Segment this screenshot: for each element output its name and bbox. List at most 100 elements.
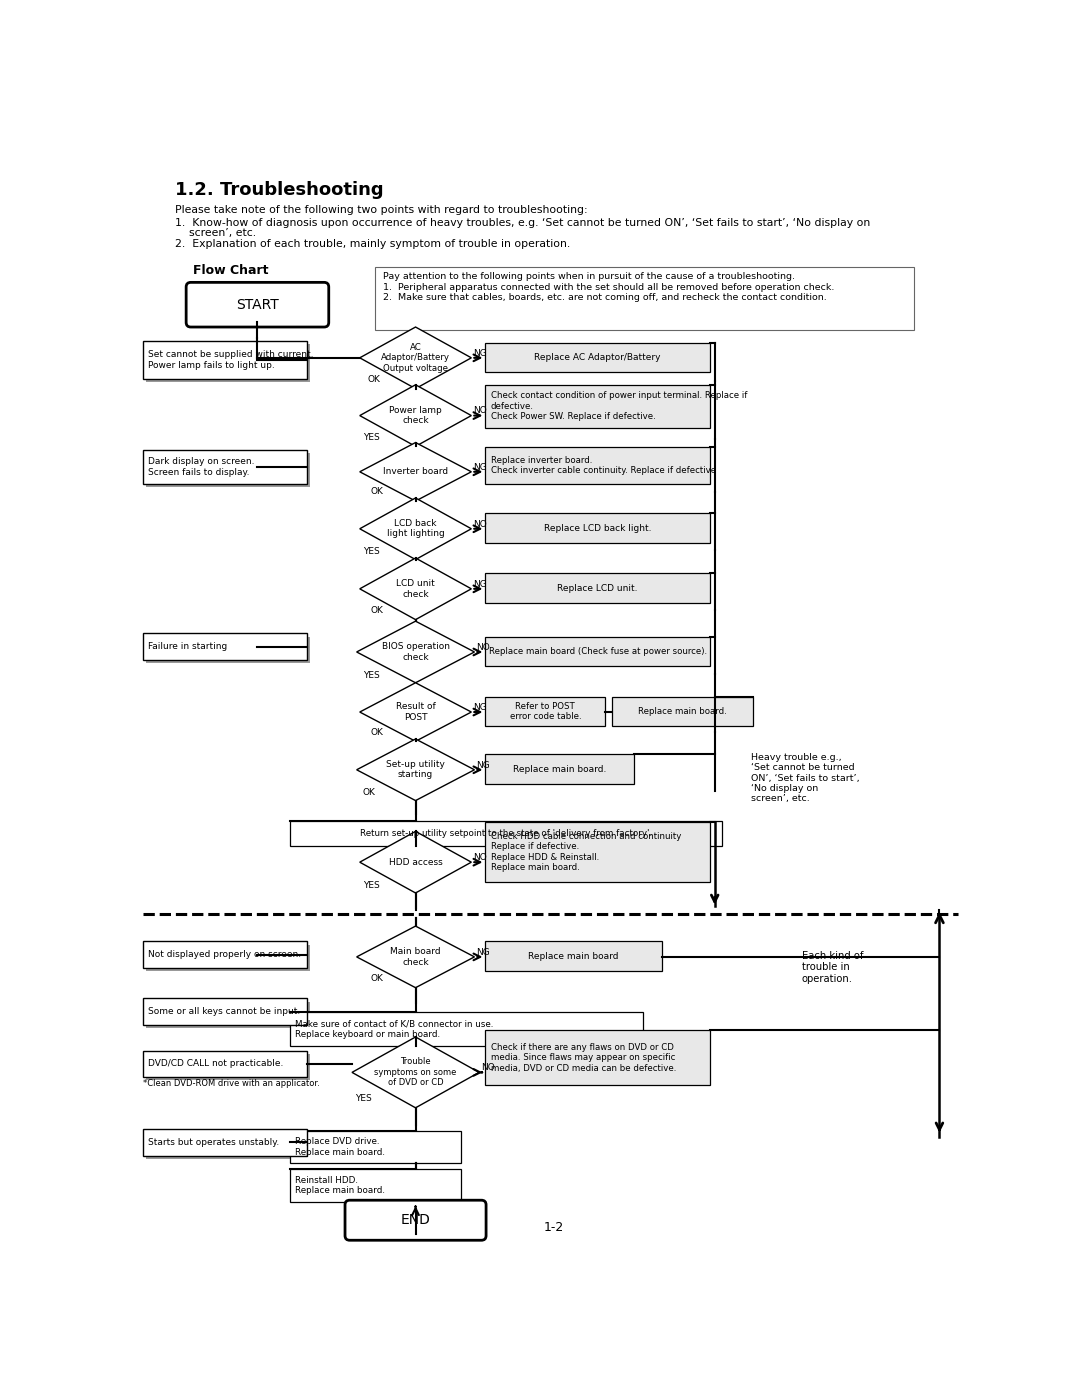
Text: Set-up utility
starting: Set-up utility starting [387, 760, 445, 780]
Bar [485, 573, 710, 602]
Bar [146, 944, 310, 971]
Text: NG: NG [476, 760, 489, 770]
Text: *Clean DVD-ROM drive with an applicator.: *Clean DVD-ROM drive with an applicator. [143, 1078, 320, 1087]
Bar [485, 823, 710, 882]
Text: YES: YES [363, 880, 379, 890]
Text: AC
Adaptor/Battery
Output voltage: AC Adaptor/Battery Output voltage [381, 342, 450, 373]
Text: START: START [237, 298, 279, 312]
Text: Failure in starting: Failure in starting [148, 643, 228, 651]
Text: Replace main board: Replace main board [528, 951, 619, 961]
Text: Reinstall HDD.
Replace main board.: Reinstall HDD. Replace main board. [296, 1176, 386, 1196]
Polygon shape [360, 683, 471, 742]
Bar [291, 821, 723, 847]
FancyBboxPatch shape [345, 1200, 486, 1241]
Text: YES: YES [363, 671, 379, 679]
Text: Replace LCD unit.: Replace LCD unit. [557, 584, 638, 592]
Bar [143, 450, 307, 485]
Text: OK: OK [370, 974, 383, 983]
Bar [485, 447, 710, 485]
Bar [485, 754, 634, 784]
Text: NG: NG [473, 462, 487, 472]
Text: Flow Chart: Flow Chart [193, 264, 269, 277]
Bar [485, 1030, 710, 1085]
Text: OK: OK [367, 374, 380, 384]
Text: HDD access: HDD access [389, 858, 443, 866]
Bar [143, 341, 307, 380]
Text: OK: OK [370, 728, 383, 736]
Text: 1-2: 1-2 [543, 1221, 564, 1234]
Text: Check contact condition of power input terminal. Replace if
defective.
Check Pow: Check contact condition of power input t… [490, 391, 747, 422]
Text: BIOS operation
check: BIOS operation check [381, 643, 449, 662]
Bar [485, 384, 710, 427]
Text: NO: NO [473, 520, 487, 528]
Text: Result of
POST: Result of POST [395, 703, 435, 722]
Bar [485, 697, 606, 726]
Text: NO: NO [473, 854, 487, 862]
Text: Replace DVD drive.
Replace main board.: Replace DVD drive. Replace main board. [296, 1137, 386, 1157]
Text: Trouble
symptoms on some
of DVD or CD: Trouble symptoms on some of DVD or CD [375, 1058, 457, 1087]
Bar [485, 942, 662, 971]
Bar [291, 1013, 643, 1046]
Bar [146, 1002, 310, 1028]
FancyBboxPatch shape [186, 282, 328, 327]
Text: Replace main board.: Replace main board. [513, 764, 606, 774]
Bar [611, 697, 753, 726]
Text: 1.2. Troubleshooting: 1.2. Troubleshooting [175, 180, 383, 198]
Bar [485, 344, 710, 373]
Text: Please take note of the following two points with regard to troubleshooting:: Please take note of the following two po… [175, 205, 588, 215]
Bar [146, 1133, 310, 1158]
Polygon shape [360, 327, 471, 388]
Text: LCD unit
check: LCD unit check [396, 580, 435, 598]
Bar [143, 942, 307, 968]
Bar [146, 1053, 310, 1080]
Text: YES: YES [363, 548, 379, 556]
Text: Dark display on screen.
Screen fails to display.: Dark display on screen. Screen fails to … [148, 457, 255, 476]
Text: NG: NG [473, 349, 487, 358]
Text: NO: NO [481, 1063, 495, 1073]
Text: Replace AC Adaptor/Battery: Replace AC Adaptor/Battery [535, 353, 661, 362]
Text: NO: NO [476, 643, 489, 652]
Text: NG: NG [473, 580, 487, 588]
Polygon shape [352, 1037, 480, 1108]
Text: OK: OK [363, 788, 376, 798]
Text: Heavy trouble e.g.,
‘Set cannot be turned
ON’, ‘Set fails to start’,
‘No display: Heavy trouble e.g., ‘Set cannot be turne… [751, 753, 860, 803]
Text: NG: NG [473, 703, 487, 712]
Text: Not displayed properly on screen.: Not displayed properly on screen. [148, 950, 301, 960]
Bar [485, 513, 710, 542]
Text: Each kind of
trouble in
operation.: Each kind of trouble in operation. [801, 951, 863, 983]
Bar [485, 637, 710, 666]
Polygon shape [360, 831, 471, 893]
Text: Check HDD cable connection and continuity
Replace if defective.
Replace HDD & Re: Check HDD cable connection and continuit… [490, 833, 681, 872]
Text: YES: YES [355, 1094, 372, 1104]
Text: Inverter board: Inverter board [383, 467, 448, 476]
Bar [146, 453, 310, 488]
Text: Pay attention to the following points when in pursuit of the cause of a troubles: Pay attention to the following points wh… [383, 272, 835, 302]
Text: LCD back
light lighting: LCD back light lighting [387, 520, 445, 538]
Text: 1.  Know-how of diagnosis upon occurrence of heavy troubles, e.g. ‘Set cannot be: 1. Know-how of diagnosis upon occurrence… [175, 218, 870, 228]
Bar [375, 267, 914, 330]
Text: Replace main board (Check fuse at power source).: Replace main board (Check fuse at power … [488, 647, 706, 655]
Text: Starts but operates unstably.: Starts but operates unstably. [148, 1139, 280, 1147]
Text: 2.  Explanation of each trouble, mainly symptom of trouble in operation.: 2. Explanation of each trouble, mainly s… [175, 239, 570, 249]
Text: Return set-up utility setpoint to the state of 'delivery from factory'.: Return set-up utility setpoint to the st… [360, 830, 652, 838]
Polygon shape [356, 739, 474, 800]
Polygon shape [360, 557, 471, 620]
Text: Some or all keys cannot be input.: Some or all keys cannot be input. [148, 1007, 300, 1016]
Bar [146, 344, 310, 383]
Text: Replace inverter board.
Check inverter cable continuity. Replace if defective: Replace inverter board. Check inverter c… [490, 455, 716, 475]
Polygon shape [360, 443, 471, 502]
Text: DVD/CD CALL not practicable.: DVD/CD CALL not practicable. [148, 1059, 284, 1069]
Text: OK: OK [370, 606, 383, 615]
Polygon shape [356, 622, 474, 683]
Text: Refer to POST
error code table.: Refer to POST error code table. [510, 701, 581, 721]
Text: Check if there are any flaws on DVD or CD
media. Since flaws may appear on speci: Check if there are any flaws on DVD or C… [490, 1042, 676, 1073]
Text: screen’, etc.: screen’, etc. [175, 229, 256, 239]
Text: OK: OK [370, 488, 383, 496]
Text: Make sure of contact of K/B connector in use.
Replace keyboard or main board.: Make sure of contact of K/B connector in… [296, 1020, 494, 1039]
Text: Power lamp
check: Power lamp check [389, 407, 442, 425]
Bar [146, 637, 310, 662]
Bar [291, 1132, 460, 1164]
Text: Replace LCD back light.: Replace LCD back light. [544, 524, 651, 532]
Bar [143, 1129, 307, 1155]
Text: NG: NG [476, 947, 489, 957]
